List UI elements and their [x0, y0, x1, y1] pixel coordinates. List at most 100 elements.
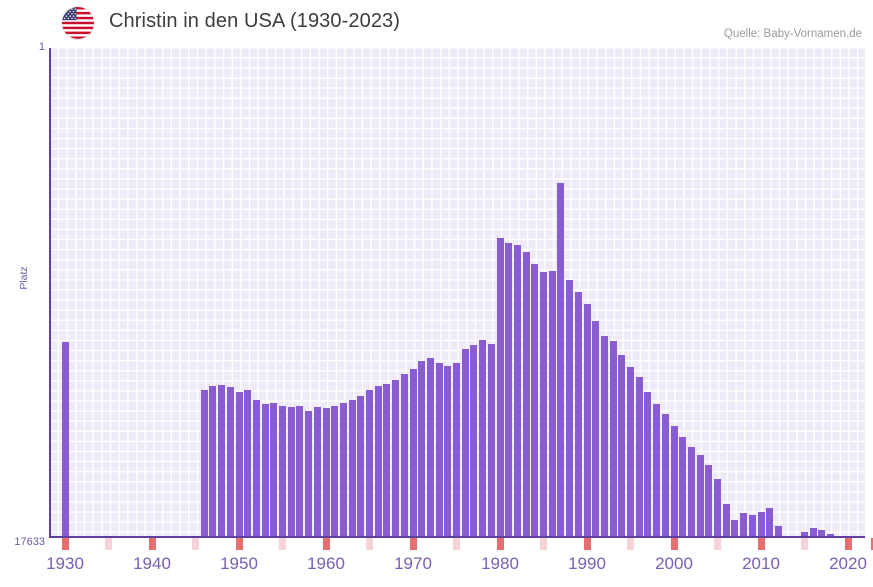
x-axis-minor-tick [453, 538, 460, 550]
bar[interactable] [531, 264, 539, 537]
bar[interactable] [383, 384, 391, 537]
bar[interactable] [748, 515, 756, 537]
bar[interactable] [522, 252, 530, 537]
bar[interactable] [270, 403, 278, 537]
x-axis-label-1980: 1980 [481, 554, 519, 573]
bar[interactable] [487, 344, 495, 537]
bar[interactable] [305, 411, 313, 537]
bar[interactable] [583, 304, 591, 537]
bar[interactable] [252, 400, 260, 537]
bar[interactable] [566, 280, 574, 537]
y-axis-top-tick-label: 1 [38, 41, 45, 53]
bar[interactable] [261, 404, 269, 537]
bar[interactable] [766, 508, 774, 537]
bar[interactable] [287, 407, 295, 537]
bar[interactable] [774, 526, 782, 537]
bar[interactable] [600, 336, 608, 537]
x-axis-label-1960: 1960 [307, 554, 345, 573]
bar[interactable] [357, 396, 365, 537]
bar[interactable] [331, 406, 339, 537]
bar[interactable] [339, 403, 347, 537]
x-axis-label-1970: 1970 [394, 554, 432, 573]
y-axis-line [49, 48, 51, 537]
bar[interactable] [618, 355, 626, 537]
bar[interactable] [435, 363, 443, 537]
bar[interactable] [687, 447, 695, 537]
bar[interactable] [322, 408, 330, 537]
x-axis-major-tick [757, 538, 765, 550]
bar[interactable] [461, 349, 469, 537]
x-axis-major-tick [496, 538, 504, 550]
bar[interactable] [296, 406, 304, 537]
bar[interactable] [574, 292, 582, 537]
bar[interactable] [714, 479, 721, 537]
bar[interactable] [548, 271, 556, 537]
y-axis-title: Platz [18, 266, 30, 290]
bar[interactable] [513, 245, 521, 537]
chart-header: Christin in den USA (1930-2023) Quelle: … [0, 0, 873, 48]
x-axis-label-1950: 1950 [220, 554, 258, 573]
x-axis-label-1940: 1940 [133, 554, 171, 573]
x-axis-major-tick [148, 538, 156, 550]
bar[interactable] [479, 340, 487, 537]
x-axis-major-tick [870, 538, 873, 550]
bar[interactable] [757, 512, 765, 537]
bar[interactable] [609, 341, 617, 537]
bar[interactable] [244, 390, 252, 537]
bar[interactable] [592, 321, 600, 537]
bar[interactable] [470, 345, 478, 537]
bar[interactable] [218, 385, 226, 537]
bar[interactable] [409, 369, 417, 537]
bar[interactable] [453, 363, 460, 537]
x-axis-line [49, 536, 865, 538]
bar[interactable] [209, 386, 217, 537]
bar[interactable] [722, 504, 730, 537]
bar[interactable] [557, 183, 565, 537]
bar[interactable] [505, 243, 513, 537]
bar[interactable] [661, 414, 669, 537]
bar[interactable] [496, 238, 504, 537]
x-axis-minor-tick [627, 538, 634, 550]
bar[interactable] [392, 380, 400, 537]
x-axis-major-tick [235, 538, 243, 550]
bar[interactable] [426, 358, 434, 537]
bar[interactable] [731, 520, 739, 537]
bar[interactable] [627, 367, 634, 537]
bar[interactable] [653, 404, 661, 537]
bar[interactable] [279, 406, 286, 537]
bar[interactable] [61, 342, 69, 537]
x-axis-minor-tick [801, 538, 808, 550]
bar[interactable] [679, 437, 687, 537]
bar[interactable] [696, 455, 704, 537]
us-flag-icon [62, 7, 94, 39]
x-axis-major-tick [844, 538, 852, 550]
bar[interactable] [818, 530, 826, 537]
bar[interactable] [635, 377, 643, 537]
bar[interactable] [444, 366, 452, 537]
x-axis-tick-labels: 1930 1940 1950 1960 1970 1980 1990 2000 2010 2020 [0, 554, 873, 580]
y-axis-bottom-tick-label: 17633 [14, 536, 45, 548]
bar[interactable] [226, 387, 234, 537]
bar[interactable] [540, 272, 547, 537]
bar[interactable] [644, 392, 652, 537]
bar[interactable] [809, 528, 817, 537]
source-credit: Quelle: Baby-Vornamen.de [723, 28, 862, 40]
bar[interactable] [418, 361, 426, 537]
x-axis-major-tick [670, 538, 678, 550]
x-axis-tick-marks [0, 538, 873, 552]
bar[interactable] [348, 400, 356, 537]
bar[interactable] [670, 426, 678, 537]
bar[interactable] [235, 392, 243, 537]
x-axis-minor-tick [366, 538, 373, 550]
bar[interactable] [400, 374, 408, 537]
bar[interactable] [374, 386, 382, 537]
bar[interactable] [366, 390, 373, 537]
bar[interactable] [705, 465, 713, 537]
bar[interactable] [827, 534, 835, 537]
bar[interactable] [740, 513, 748, 537]
bar[interactable] [313, 407, 321, 537]
bar[interactable] [801, 532, 808, 537]
bar[interactable] [200, 390, 208, 537]
x-axis-major-tick [583, 538, 591, 550]
